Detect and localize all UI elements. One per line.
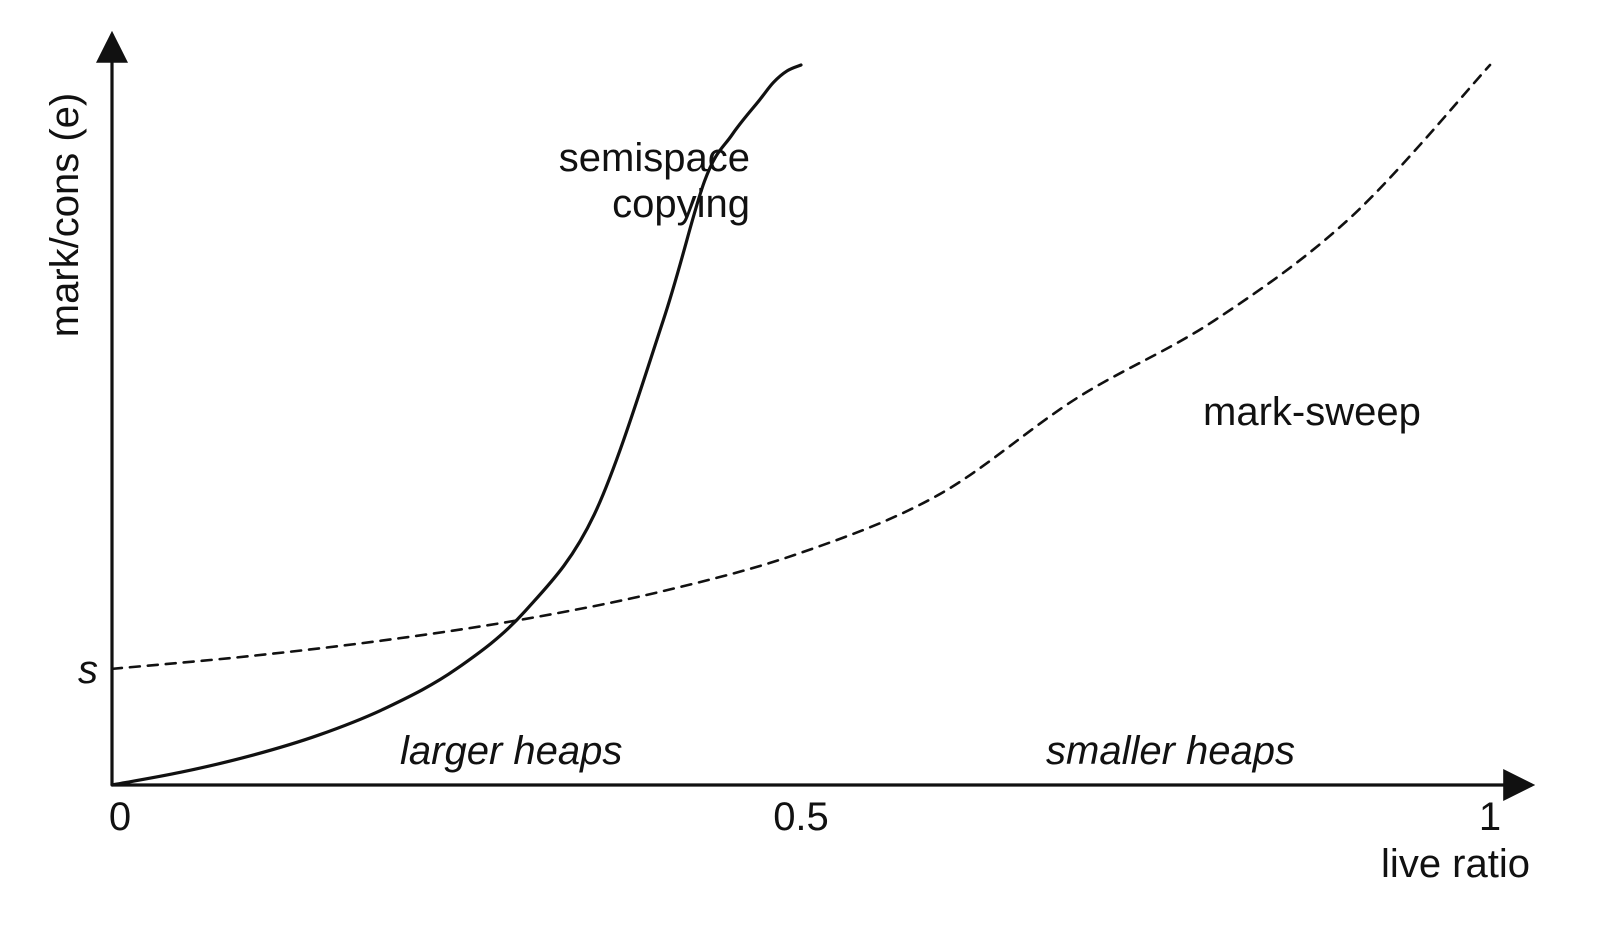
series-label-line: copying <box>612 182 750 226</box>
x-axis-label: live ratio <box>1381 842 1530 886</box>
chart-axes <box>96 30 1536 801</box>
label-layer: mark/cons (e) live ratio semispace copyin… <box>43 93 1530 886</box>
y-tick-label-s: s <box>78 648 98 692</box>
series-line-semispace-copying <box>110 63 803 787</box>
series-label-line: semispace <box>559 136 750 180</box>
x-tick-label-0-5: 0.5 <box>773 795 829 839</box>
series-label-semispace-copying: semispace copying <box>559 136 750 226</box>
tick-layer: 0 0.5 1 s <box>78 648 1501 839</box>
x-tick-label-0: 0 <box>109 795 131 839</box>
series-line-mark-sweep <box>110 63 1492 671</box>
annotation-larger-heaps: larger heaps <box>400 729 622 773</box>
series-layer <box>110 63 1492 787</box>
y-axis-label: mark/cons (e) <box>43 93 87 338</box>
annotation-smaller-heaps: smaller heaps <box>1046 729 1295 773</box>
series-label-mark-sweep: mark-sweep <box>1203 390 1421 434</box>
x-tick-label-1: 1 <box>1479 795 1501 839</box>
